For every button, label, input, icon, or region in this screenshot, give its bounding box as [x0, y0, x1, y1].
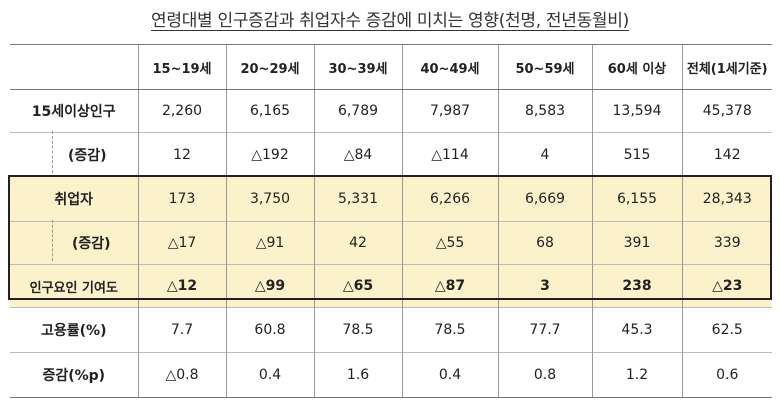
table-cell: △23: [681, 264, 772, 308]
row-label: (증감): [10, 221, 138, 265]
table-cell: 45,378: [681, 89, 772, 133]
table-row: 15세이상인구 2,260 6,165 6,789 7,987 8,583 13…: [10, 89, 772, 133]
table-cell: 6,669: [497, 176, 592, 222]
header-row: 15~19세 20~29세 30~39세 40~49세 50~59세 60세 이…: [10, 44, 772, 90]
table-cell: 6,789: [313, 89, 402, 133]
table-cell: 0.8: [497, 352, 592, 398]
table-row: (증감) △17 △91 42 △55 68 391 339: [10, 221, 772, 265]
header-cell: 30~39세: [313, 44, 402, 90]
header-cell: 50~59세: [497, 44, 592, 90]
table-cell: △87: [401, 264, 498, 308]
table-cell: 68: [497, 221, 592, 265]
row-label: (증감): [10, 132, 138, 177]
table-cell: 2,260: [137, 89, 226, 133]
table-cell: 1.2: [591, 352, 682, 398]
row-label: 취업자: [10, 176, 138, 222]
header-cell: 15~19세: [137, 44, 226, 90]
table-row: 고용률(%) 7.7 60.8 78.5 78.5 77.7 45.3 62.5: [10, 307, 772, 353]
table-cell: 78.5: [401, 307, 498, 353]
table-cell: △0.8: [137, 352, 226, 398]
table-cell: 3: [497, 264, 592, 308]
table-cell: △91: [225, 221, 314, 265]
row-label: 인구요인 기여도: [10, 264, 138, 308]
table-cell: 0.6: [681, 352, 772, 398]
table-cell: 7,987: [401, 89, 498, 133]
table-cell: 4: [497, 132, 592, 177]
header-cell: 전체(1세기준): [681, 44, 772, 90]
table-cell: 62.5: [681, 307, 772, 353]
table-cell: 339: [681, 221, 772, 265]
table-cell: 77.7: [497, 307, 592, 353]
table-cell: 8,583: [497, 89, 592, 133]
row-label: 고용률(%): [10, 307, 138, 353]
page-title: 연령대별 인구증감과 취업자수 증감에 미치는 영향(천명, 전년동월비): [151, 11, 629, 31]
table-cell: 13,594: [591, 89, 682, 133]
table-cell: 6,165: [225, 89, 314, 133]
table-cell: 238: [591, 264, 682, 308]
table-row: 증감(%p) △0.8 0.4 1.6 0.4 0.8 1.2 0.6: [10, 352, 772, 398]
table-cell: 391: [591, 221, 682, 265]
table-cell: △65: [313, 264, 402, 308]
row-label: 증감(%p): [10, 352, 138, 398]
table-cell: △12: [137, 264, 226, 308]
table-cell: 0.4: [225, 352, 314, 398]
table-cell: 28,343: [681, 176, 772, 222]
table-cell: 5,331: [313, 176, 402, 222]
table-cell: 1.6: [313, 352, 402, 398]
table-cell: 12: [137, 132, 226, 177]
header-cell: 40~49세: [401, 44, 498, 90]
header-cell: [10, 44, 138, 90]
table-cell: △84: [313, 132, 402, 177]
table-cell: △55: [401, 221, 498, 265]
employment-table: 15~19세 20~29세 30~39세 40~49세 50~59세 60세 이…: [10, 44, 772, 398]
table-cell: 42: [313, 221, 402, 265]
table-row: 취업자 173 3,750 5,331 6,266 6,669 6,155 28…: [10, 176, 772, 222]
table-row: (증감) 12 △192 △84 △114 4 515 142: [10, 132, 772, 177]
table-cell: △192: [225, 132, 314, 177]
header-cell: 60세 이상: [591, 44, 682, 90]
table-row: 인구요인 기여도 △12 △99 △65 △87 3 238 △23: [10, 264, 772, 308]
table-cell: 173: [137, 176, 226, 222]
table-cell: 6,155: [591, 176, 682, 222]
table-cell: 0.4: [401, 352, 498, 398]
table-cell: 3,750: [225, 176, 314, 222]
table-cell: △99: [225, 264, 314, 308]
table-cell: 45.3: [591, 307, 682, 353]
table-cell: 60.8: [225, 307, 314, 353]
row-label: 15세이상인구: [10, 89, 138, 133]
table-cell: 7.7: [137, 307, 226, 353]
table-cell: △17: [137, 221, 226, 265]
table-cell: 78.5: [313, 307, 402, 353]
header-cell: 20~29세: [225, 44, 314, 90]
table-cell: 6,266: [401, 176, 498, 222]
table-cell: 515: [591, 132, 682, 177]
table-cell: 142: [681, 132, 772, 177]
table-cell: △114: [401, 132, 498, 177]
